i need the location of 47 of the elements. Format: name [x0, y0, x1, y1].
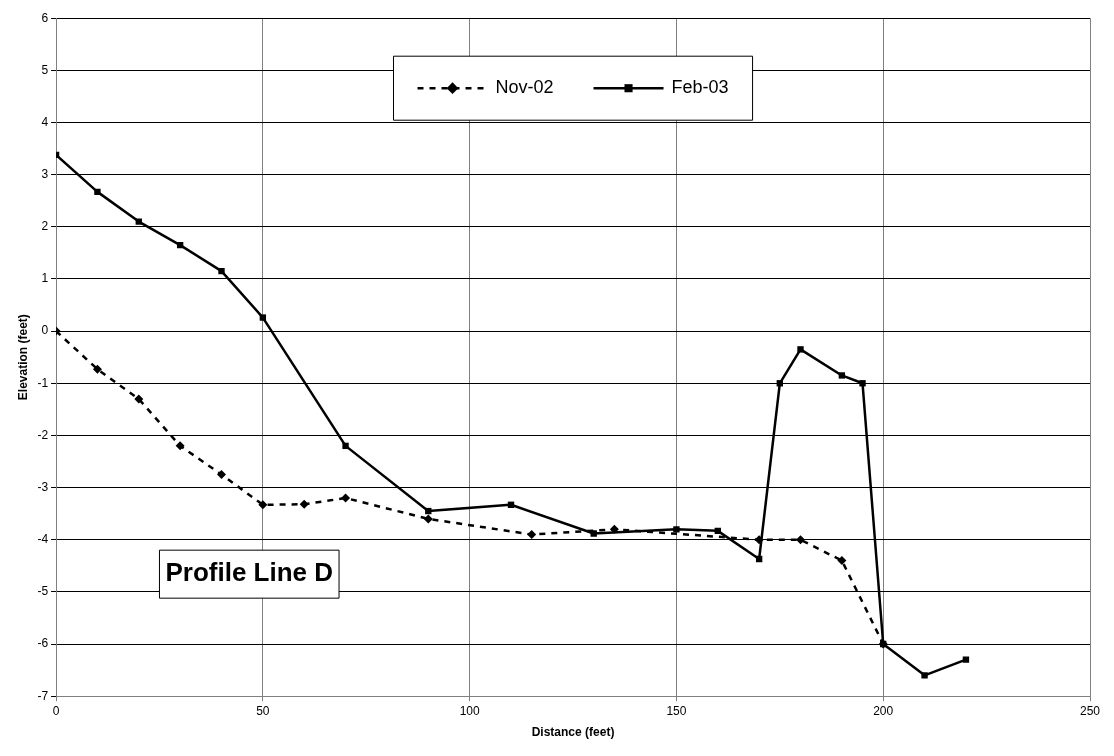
point: [135, 218, 142, 225]
y-tick-label: 2: [41, 219, 49, 234]
y-tick-label: -2: [37, 427, 49, 442]
point: [342, 442, 349, 450]
x-axis-title: Distance (feet): [531, 725, 615, 740]
point: [341, 493, 351, 503]
y-tick-label: 5: [41, 62, 49, 77]
point: [590, 530, 597, 537]
point: [838, 372, 846, 379]
point: [259, 314, 267, 321]
x-tick-label: 100: [459, 703, 480, 718]
y-tick-label: -6: [37, 636, 49, 651]
point: [859, 380, 866, 387]
point: [797, 346, 804, 353]
point: [134, 394, 144, 404]
point: [217, 470, 226, 480]
y-axis-title: Elevation (feet): [15, 314, 30, 401]
point: [175, 441, 185, 451]
x-tick-label: 150: [666, 703, 687, 718]
y-tick-label: -7: [37, 688, 49, 703]
point: [527, 530, 537, 540]
point: [837, 556, 847, 566]
point: [92, 364, 102, 374]
legend-label: Feb-03: [671, 77, 729, 98]
y-tick-label: 1: [41, 271, 49, 286]
point: [796, 535, 805, 545]
point: [218, 267, 225, 275]
x-tick-label: 250: [1079, 703, 1101, 718]
y-tick-label: -4: [37, 532, 49, 547]
y-tick-label: 3: [41, 166, 49, 181]
annotation: Profile Line D: [165, 557, 334, 588]
y-tick-label: 0: [41, 323, 49, 338]
point: [921, 672, 928, 679]
y-tick-label: -3: [37, 479, 49, 494]
x-tick-label: 200: [873, 703, 894, 718]
y-tick-label: 6: [41, 10, 49, 25]
point: [258, 500, 268, 510]
point: [299, 499, 309, 509]
y-tick-label: -5: [37, 584, 49, 599]
x-tick-label: 50: [256, 703, 270, 718]
point: [94, 188, 101, 196]
legend-label: Nov-02: [495, 77, 554, 98]
y-tick-label: 4: [41, 114, 49, 129]
point: [423, 514, 433, 524]
point: [673, 526, 680, 533]
y-tick-label: -1: [37, 375, 49, 390]
x-tick-label: 0: [52, 703, 60, 718]
